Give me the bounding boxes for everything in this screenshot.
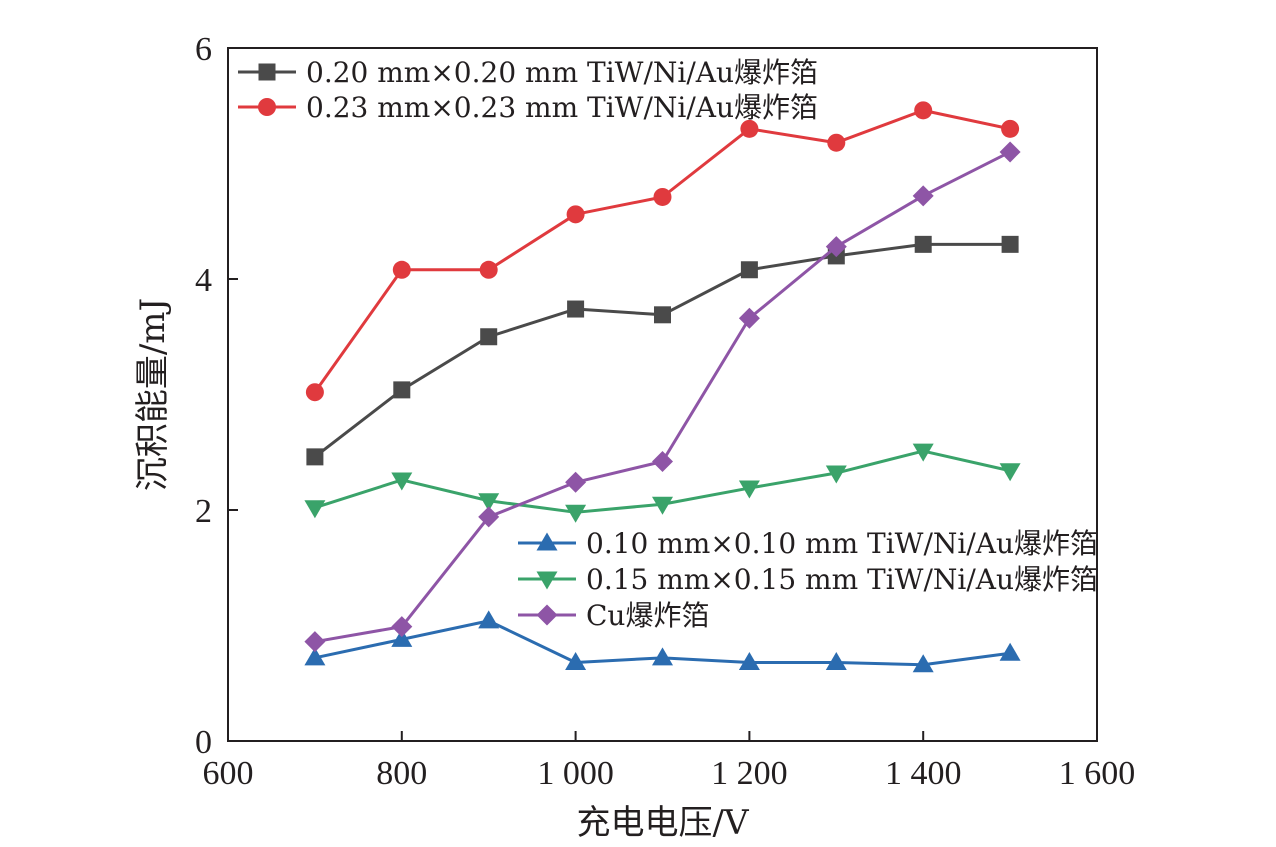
series-4 — [304, 443, 1021, 523]
x-tick-label: 1 400 — [885, 755, 962, 792]
data-point — [478, 506, 500, 528]
legend-marker — [258, 98, 276, 116]
data-point — [825, 236, 847, 258]
data-point — [652, 450, 673, 472]
legend-marker — [536, 532, 558, 551]
data-point — [305, 383, 324, 402]
legend-marker — [536, 571, 558, 590]
data-point — [1001, 119, 1020, 138]
data-point — [914, 235, 932, 253]
data-point — [653, 187, 672, 206]
series-3 — [304, 610, 1021, 673]
data-point — [740, 119, 759, 138]
legend-label: 0.15 mm×0.15 mm TiW/Ni/Au爆炸箔 — [586, 563, 1098, 596]
legend-entry: 0.15 mm×0.15 mm TiW/Ni/Au爆炸箔 — [518, 563, 1098, 596]
series-line — [313, 108, 1011, 394]
legend-label: 0.23 mm×0.23 mm TiW/Ni/Au爆炸箔 — [306, 91, 818, 124]
data-point — [999, 463, 1021, 482]
series-2 — [305, 101, 1020, 402]
data-point — [999, 141, 1021, 163]
data-point — [912, 443, 934, 462]
data-point — [566, 205, 585, 224]
data-point — [912, 185, 934, 207]
y-tick-label: 6 — [195, 31, 212, 68]
legend-entry: 0.10 mm×0.10 mm TiW/Ni/Au爆炸箔 — [518, 527, 1098, 560]
data-point — [304, 647, 326, 666]
legend-entry: Cu爆炸箔 — [518, 599, 709, 632]
data-point — [567, 300, 585, 318]
data-point — [825, 651, 847, 670]
data-point — [1001, 235, 1019, 253]
data-point — [565, 651, 587, 670]
legend-marker — [536, 604, 558, 626]
axis-layer: 600 800 1 000 1 200 1 400 1 600 0 2 4 6 — [195, 31, 1135, 792]
x-axis-title: 充电电压/V — [576, 803, 749, 843]
data-point — [392, 260, 411, 279]
plot-frame — [227, 47, 1098, 742]
legend-label: 0.10 mm×0.10 mm TiW/Ni/Au爆炸箔 — [586, 527, 1098, 560]
y-tick-label: 2 — [195, 493, 212, 530]
data-point — [478, 493, 500, 512]
y-axis-title: 沉积能量/mJ — [133, 298, 173, 491]
data-point — [479, 260, 498, 279]
data-point — [391, 628, 413, 647]
data-point — [827, 133, 846, 152]
legend-marker — [258, 63, 276, 81]
legend-label: Cu爆炸箔 — [586, 599, 709, 632]
x-tick-label: 800 — [376, 755, 427, 792]
data-point — [914, 101, 933, 120]
data-point — [738, 307, 760, 329]
x-tick-label: 600 — [203, 755, 254, 792]
x-tick-label: 1 200 — [711, 755, 788, 792]
data-point — [480, 328, 498, 346]
data-point — [740, 261, 758, 279]
data-point — [391, 472, 413, 491]
data-point — [565, 471, 587, 493]
data-point — [912, 654, 934, 673]
y-tick-label: 0 — [195, 724, 212, 761]
data-point — [738, 480, 760, 499]
data-point — [304, 631, 326, 653]
y-tick-label: 4 — [195, 262, 212, 299]
data-point — [652, 647, 673, 666]
series-layer — [304, 101, 1021, 673]
data-point — [999, 642, 1021, 661]
data-point — [825, 465, 847, 484]
legend-label: 0.20 mm×0.20 mm TiW/Ni/Au爆炸箔 — [306, 56, 818, 89]
x-tick-label: 1 000 — [537, 755, 614, 792]
data-point — [478, 610, 500, 629]
data-point — [391, 616, 413, 638]
data-point — [652, 496, 673, 515]
data-point — [306, 448, 324, 466]
data-point — [654, 306, 671, 324]
data-point — [393, 381, 411, 399]
data-point — [565, 504, 587, 523]
series-line — [313, 242, 1011, 459]
legend-entry: 0.20 mm×0.20 mm TiW/Ni/Au爆炸箔 — [238, 56, 818, 89]
data-point — [304, 500, 326, 519]
x-tick-label: 1 600 — [1059, 755, 1136, 792]
series-5 — [304, 141, 1021, 653]
legend-entry: 0.23 mm×0.23 mm TiW/Ni/Au爆炸箔 — [238, 91, 818, 124]
data-point — [738, 651, 760, 670]
